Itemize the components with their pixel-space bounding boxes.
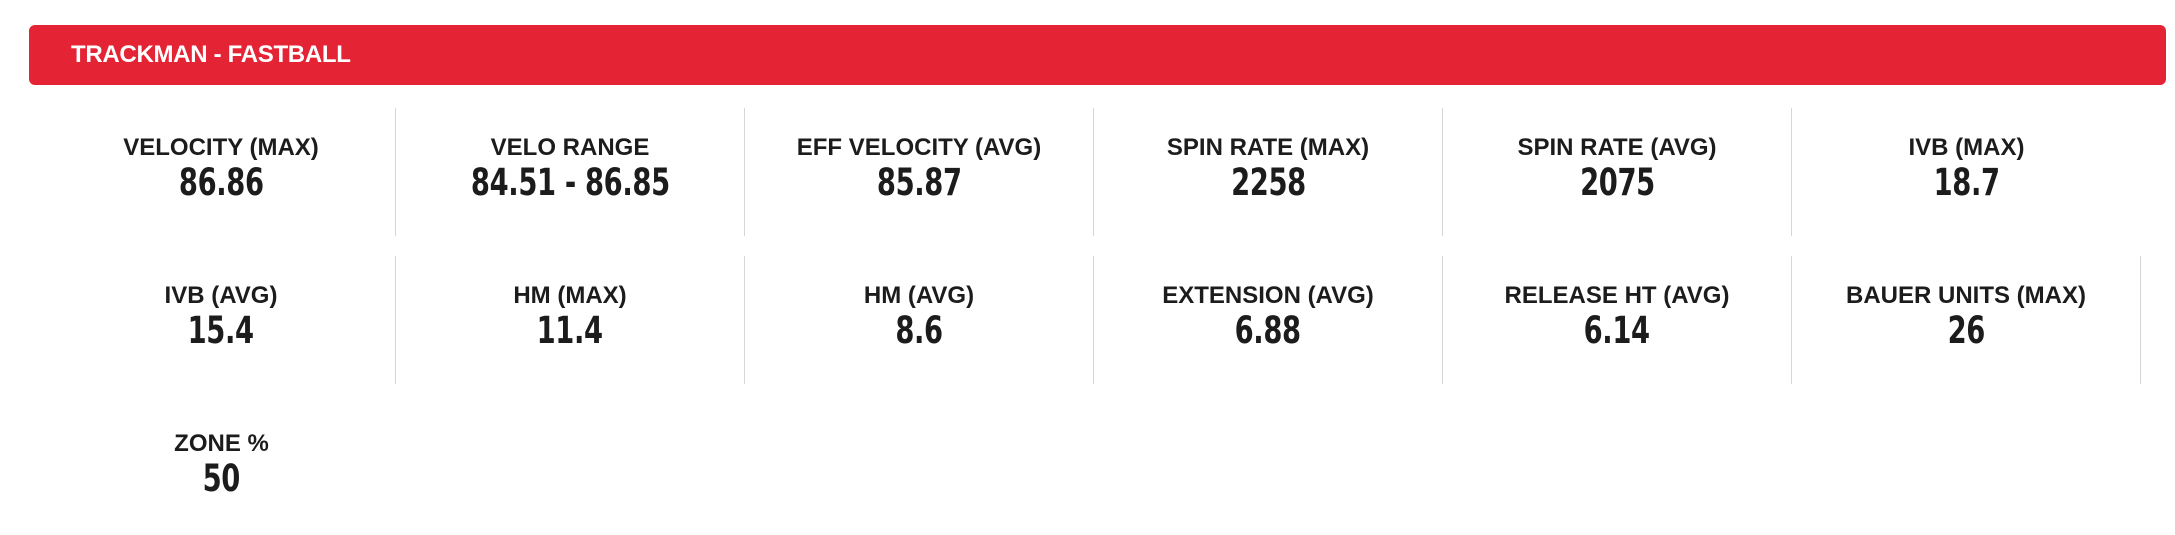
metric-ivb-max: IVB (MAX) 18.7	[1792, 108, 2141, 236]
metric-value: 85.87	[876, 161, 962, 204]
metric-value: 8.6	[895, 309, 943, 352]
metric-zone-percent: ZONE % 50	[47, 404, 396, 532]
metric-velocity-max: VELOCITY (MAX) 86.86	[47, 108, 396, 236]
metric-label: SPIN RATE (AVG)	[1517, 134, 1717, 161]
section-header: TRACKMAN - FASTBALL	[29, 25, 2166, 85]
metric-value: 6.88	[1234, 309, 1302, 352]
metric-label: BAUER UNITS (MAX)	[1846, 282, 2086, 309]
metric-value: 15.4	[187, 309, 255, 352]
metric-value: 11.4	[536, 309, 604, 352]
metric-value: 2258	[1230, 161, 1306, 204]
metric-value: 18.7	[1933, 161, 2000, 204]
metric-label: EFF VELOCITY (AVG)	[796, 134, 1042, 161]
metric-hm-avg: HM (AVG) 8.6	[745, 256, 1094, 384]
metric-label: IVB (AVG)	[164, 282, 278, 309]
metric-label: HM (AVG)	[863, 282, 975, 309]
metric-value: 84.51 - 86.85	[470, 161, 670, 204]
metric-label: ZONE %	[174, 430, 269, 457]
metric-value: 2075	[1579, 161, 1655, 204]
metric-hm-max: HM (MAX) 11.4	[396, 256, 745, 384]
metric-velo-range: VELO RANGE 84.51 - 86.85	[396, 108, 745, 236]
metric-extension-avg: EXTENSION (AVG) 6.88	[1094, 256, 1443, 384]
metric-label: RELEASE HT (AVG)	[1504, 282, 1730, 309]
metric-value: 50	[202, 457, 241, 500]
metric-label: VELOCITY (MAX)	[123, 134, 319, 161]
metric-spin-rate-max: SPIN RATE (MAX) 2258	[1094, 108, 1443, 236]
section-title: TRACKMAN - FASTBALL	[71, 41, 351, 68]
metric-value: 26	[1947, 309, 1985, 352]
metric-bauer-units-max: BAUER UNITS (MAX) 26	[1792, 256, 2141, 384]
metric-label: VELO RANGE	[490, 134, 650, 161]
metric-value: 6.14	[1583, 309, 1651, 352]
metric-eff-velocity-avg: EFF VELOCITY (AVG) 85.87	[745, 108, 1094, 236]
metric-value: 86.86	[178, 161, 264, 204]
metric-label: EXTENSION (AVG)	[1162, 282, 1374, 309]
metric-ivb-avg: IVB (AVG) 15.4	[47, 256, 396, 384]
metric-label: HM (MAX)	[513, 282, 627, 309]
metrics-grid: VELOCITY (MAX) 86.86 VELO RANGE 84.51 - …	[47, 108, 2141, 532]
metric-release-ht-avg: RELEASE HT (AVG) 6.14	[1443, 256, 1792, 384]
metric-label: SPIN RATE (MAX)	[1166, 134, 1370, 161]
metric-label: IVB (MAX)	[1908, 134, 2025, 161]
metric-spin-rate-avg: SPIN RATE (AVG) 2075	[1443, 108, 1792, 236]
